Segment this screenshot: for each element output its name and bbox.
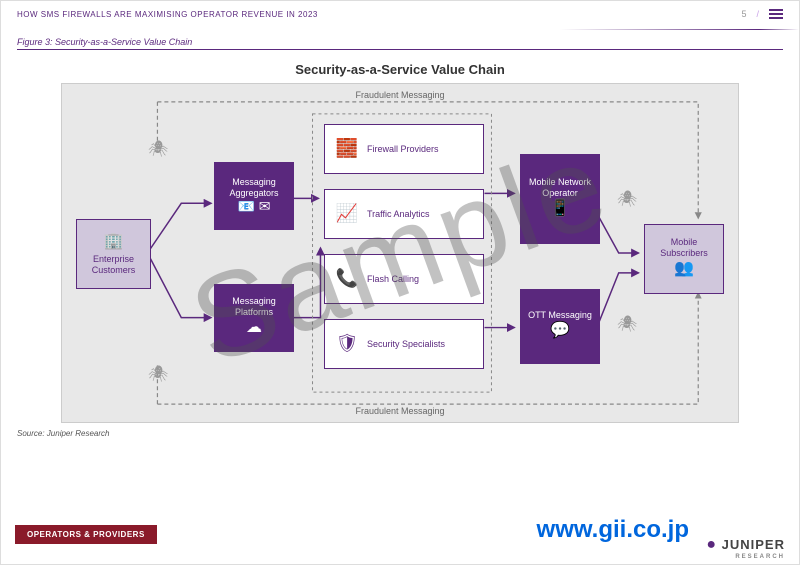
header-title: HOW SMS FIREWALLS ARE MAXIMISING OPERATO… — [17, 10, 318, 19]
node-traffic: 📈 Traffic Analytics — [324, 189, 484, 239]
diagram-canvas: Fraudulent Messaging Fraudulent Messagin… — [61, 83, 739, 423]
firewall-icon: 🧱 — [335, 138, 359, 160]
fraud-icon: 🕷 — [617, 189, 637, 209]
node-mno-label: Mobile Network Operator — [525, 177, 595, 199]
node-firewall: 🧱 Firewall Providers — [324, 124, 484, 174]
node-mno: Mobile Network Operator 📱 — [520, 154, 600, 244]
footer-badge: OPERATORS & PROVIDERS — [15, 525, 157, 544]
menu-icon[interactable] — [769, 9, 783, 19]
node-ott-label: OTT Messaging — [528, 310, 592, 321]
shield-icon: 🛡 — [335, 333, 359, 355]
fraud-icon: 🕷 — [617, 314, 637, 334]
chart-icon: 📈 — [335, 203, 359, 225]
node-subscribers: Mobile Subscribers 👥 — [644, 224, 724, 294]
node-traffic-label: Traffic Analytics — [367, 209, 430, 220]
node-agg-label: Messaging Aggregators — [219, 177, 289, 199]
header-divider — [1, 29, 799, 30]
chat-icon: 💬 — [550, 321, 570, 340]
node-firewall-label: Firewall Providers — [367, 144, 439, 155]
envelope-icon: 📧 ✉ — [237, 198, 270, 215]
node-security: 🛡 Security Specialists — [324, 319, 484, 369]
node-subs-label: Mobile Subscribers — [649, 237, 719, 259]
fraud-label-bottom: Fraudulent Messaging — [355, 406, 444, 416]
fraud-icon: 🕷 — [148, 139, 168, 159]
diagram-title: Security-as-a-Service Value Chain — [61, 56, 739, 83]
cloud-icon: ☁ — [246, 318, 262, 337]
building-icon: 🏢 — [104, 232, 124, 251]
node-ott: OTT Messaging 💬 — [520, 289, 600, 364]
footer-url[interactable]: www.gii.co.jp — [537, 516, 689, 544]
node-platforms: Messaging Platforms ☁ — [214, 284, 294, 352]
footer-logo: ● JUNIPER RESEARCH — [706, 536, 785, 560]
node-aggregators: Messaging Aggregators 📧 ✉ — [214, 162, 294, 230]
node-flash-label: Flash Calling — [367, 274, 419, 285]
node-platforms-label: Messaging Platforms — [219, 296, 289, 318]
logo-dot-icon: ● — [706, 536, 717, 553]
logo-main: JUNIPER — [722, 537, 785, 552]
fraud-icon: 🕷 — [148, 364, 168, 384]
footer: OPERATORS & PROVIDERS www.gii.co.jp ● JU… — [1, 516, 799, 564]
sms-icon: 📱 — [550, 199, 570, 218]
page-slash: / — [756, 9, 759, 19]
header-right: 5 / — [741, 9, 783, 19]
page-header: HOW SMS FIREWALLS ARE MAXIMISING OPERATO… — [1, 1, 799, 23]
node-security-label: Security Specialists — [367, 339, 445, 350]
phone-icon: 📞 — [335, 268, 359, 290]
diagram-wrap: Security-as-a-Service Value Chain Fraudu… — [61, 56, 739, 423]
figure-caption: Figure 3: Security-as-a-Service Value Ch… — [17, 37, 783, 50]
figure-source: Source: Juniper Research — [17, 429, 783, 438]
page-number: 5 — [741, 9, 746, 19]
logo-sub: RESEARCH — [706, 554, 785, 560]
node-enterprise: 🏢 Enterprise Customers — [76, 219, 151, 289]
node-enterprise-label: Enterprise Customers — [81, 254, 146, 276]
node-flash: 📞 Flash Calling — [324, 254, 484, 304]
users-icon: 👥 — [674, 259, 694, 278]
fraud-label-top: Fraudulent Messaging — [355, 90, 444, 100]
